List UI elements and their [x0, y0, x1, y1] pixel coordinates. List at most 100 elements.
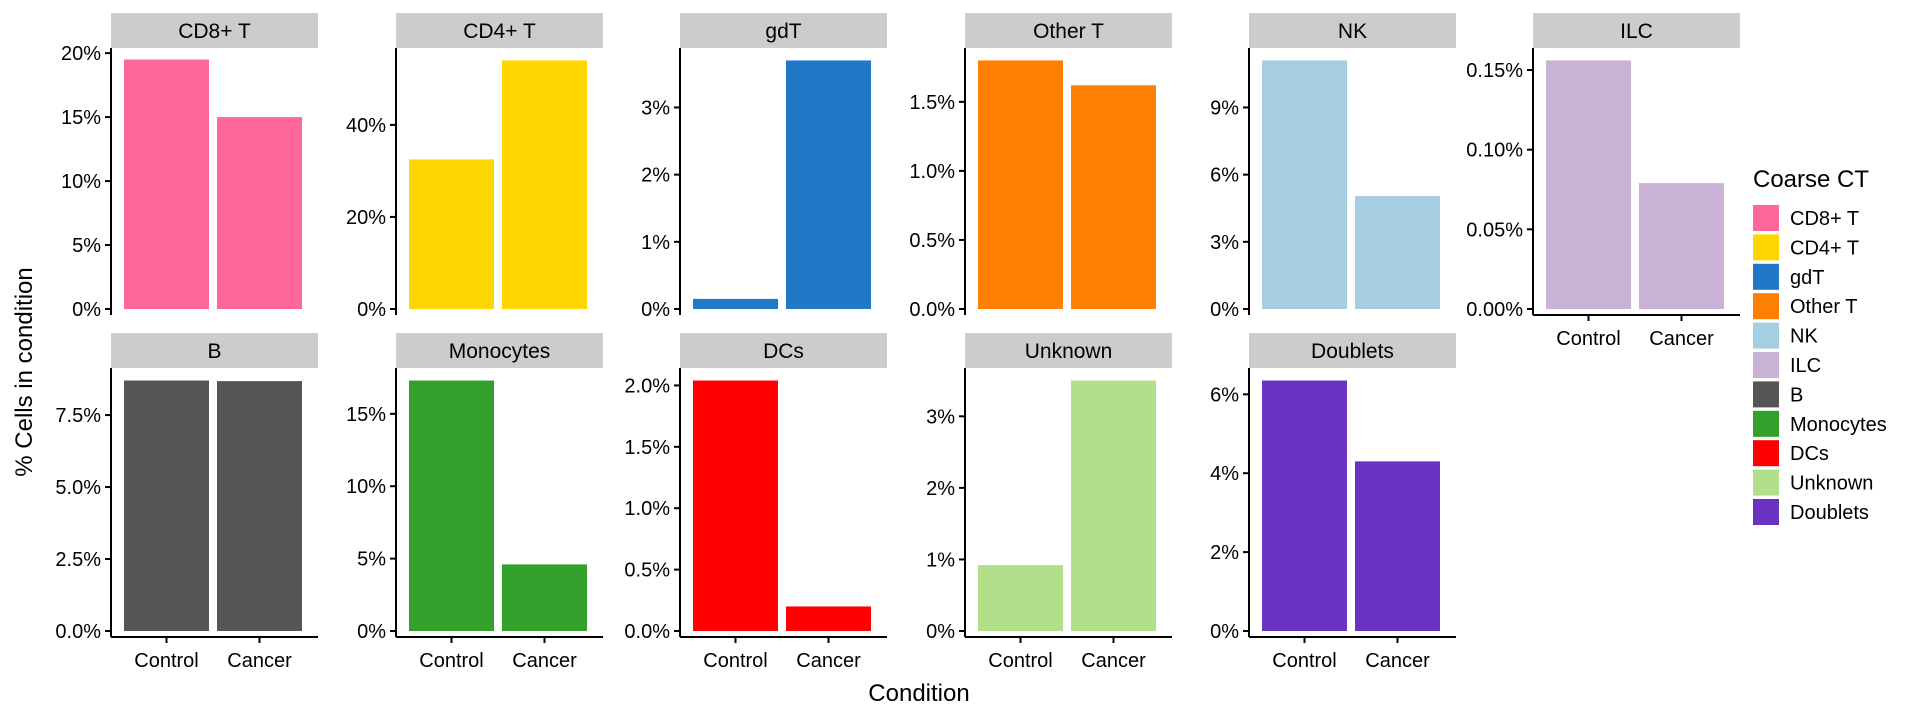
- y-tick-label-monocytes: 10%: [346, 476, 386, 498]
- strip-label-doublets: Doublets: [1311, 340, 1394, 363]
- y-tick-label-ilc: 0.00%: [1466, 299, 1523, 321]
- y-tick-label-other-t: 1.5%: [909, 92, 955, 114]
- y-tick-label-gdt: 1%: [641, 232, 670, 254]
- y-tick-label-doublets: 4%: [1210, 463, 1239, 485]
- panel-dcs: DCs 0.0% 0.5% 1.0% 1.5% 2.0% Control Cancer: [624, 333, 887, 672]
- x-tick-label-unknown-cancer: Cancer: [1081, 650, 1146, 672]
- legend-key-other-t: [1753, 293, 1779, 320]
- legend-label-dcs: DCs: [1790, 443, 1829, 465]
- y-tick-label-unknown: 2%: [926, 478, 955, 500]
- y-tick-label-doublets: 2%: [1210, 542, 1239, 564]
- strip-cd8plus-t: [111, 13, 318, 48]
- x-tick-label-dcs-cancer: Cancer: [796, 650, 861, 672]
- y-tick-label-monocytes: 5%: [357, 549, 386, 571]
- strip-doublets: [1249, 333, 1456, 368]
- y-tick-label-nk: 3%: [1210, 232, 1239, 254]
- y-tick-label-other-t: 1.0%: [909, 161, 955, 183]
- legend: CD8+ T CD4+ T gdT Other T NK ILC B Monocytes DCs…: [1753, 205, 1887, 525]
- y-tick-label-b: 5.0%: [55, 477, 101, 499]
- strip-b: [111, 333, 318, 368]
- bar-unknown-control: [978, 565, 1063, 631]
- y-axis-title: % Cells in condition: [11, 267, 38, 476]
- legend-label-b: B: [1790, 384, 1803, 406]
- y-tick-label-nk: 9%: [1210, 97, 1239, 119]
- x-tick-label-ilc-control: Control: [1556, 328, 1620, 350]
- bar-cd8plus-t-control: [124, 59, 209, 309]
- y-tick-label-other-t: 0.0%: [909, 299, 955, 321]
- y-tick-label-cd8plus-t: 5%: [72, 235, 101, 257]
- x-tick-label-doublets-control: Control: [1272, 650, 1336, 672]
- y-tick-label-doublets: 6%: [1210, 384, 1239, 406]
- y-tick-label-nk: 6%: [1210, 165, 1239, 187]
- panel-nk: NK 0% 3% 6% 9%: [1210, 13, 1456, 321]
- bar-dcs-control: [693, 380, 778, 631]
- legend-item-nk: NK: [1753, 322, 1818, 349]
- legend-label-monocytes: Monocytes: [1790, 414, 1887, 436]
- bar-monocytes-cancer: [502, 564, 587, 631]
- x-tick-label-b-control: Control: [134, 650, 198, 672]
- x-tick-label-ilc-cancer: Cancer: [1649, 328, 1714, 350]
- y-tick-label-gdt: 3%: [641, 97, 670, 119]
- x-tick-label-b-cancer: Cancer: [227, 650, 292, 672]
- legend-label-unknown: Unknown: [1790, 473, 1873, 495]
- strip-monocytes: [396, 333, 603, 368]
- panel-gdt: gdT 0% 1% 2% 3%: [641, 13, 887, 321]
- legend-item-other-t: Other T: [1753, 293, 1857, 320]
- legend-label-doublets: Doublets: [1790, 502, 1869, 524]
- legend-key-cd8plus-t: [1753, 205, 1779, 231]
- legend-key-monocytes: [1753, 410, 1779, 437]
- legend-item-dcs: DCs: [1753, 440, 1829, 467]
- y-tick-label-b: 2.5%: [55, 549, 101, 571]
- bar-unknown-cancer: [1071, 380, 1156, 631]
- strip-label-gdt: gdT: [765, 20, 801, 43]
- panel-cd8plus-t: CD8+ T 0% 5% 10% 15% 20%: [61, 13, 318, 321]
- y-tick-label-dcs: 1.5%: [624, 437, 670, 459]
- y-tick-label-dcs: 0.5%: [624, 560, 670, 582]
- y-tick-label-dcs: 0.0%: [624, 621, 670, 643]
- strip-label-unknown: Unknown: [1025, 340, 1113, 363]
- strip-label-dcs: DCs: [763, 340, 804, 363]
- legend-item-monocytes: Monocytes: [1753, 410, 1887, 437]
- panel-b: B 0.0% 2.5% 5.0% 7.5% Control Cancer: [55, 333, 318, 672]
- panel-cd4plus-t: CD4+ T 0% 20% 40%: [346, 13, 603, 321]
- bar-b-control: [124, 380, 209, 631]
- strip-label-monocytes: Monocytes: [449, 340, 551, 363]
- legend-item-doublets: Doublets: [1753, 499, 1869, 525]
- facet-panels: CD8+ T 0% 5% 10% 15% 20% CD4+ T 0% 20% 40% gdT 0% 1%…: [55, 13, 1740, 672]
- y-tick-label-nk: 0%: [1210, 299, 1239, 321]
- y-tick-label-cd8plus-t: 0%: [72, 299, 101, 321]
- y-tick-label-monocytes: 15%: [346, 404, 386, 426]
- legend-item-cd8plus-t: CD8+ T: [1753, 205, 1859, 231]
- y-tick-label-doublets: 0%: [1210, 621, 1239, 643]
- legend-label-gdt: gdT: [1790, 267, 1824, 289]
- bar-cd4plus-t-cancer: [502, 60, 587, 309]
- x-tick-label-doublets-cancer: Cancer: [1365, 650, 1430, 672]
- y-tick-label-unknown: 1%: [926, 549, 955, 571]
- strip-dcs: [680, 333, 887, 368]
- legend-key-gdt: [1753, 263, 1779, 290]
- y-tick-label-b: 7.5%: [55, 405, 101, 427]
- bar-other-t-cancer: [1071, 85, 1156, 310]
- legend-item-ilc: ILC: [1753, 352, 1821, 378]
- y-tick-label-other-t: 0.5%: [909, 230, 955, 252]
- y-tick-label-cd8plus-t: 15%: [61, 107, 101, 129]
- strip-label-cd8plus-t: CD8+ T: [178, 20, 251, 43]
- y-tick-label-cd8plus-t: 20%: [61, 43, 101, 65]
- legend-label-nk: NK: [1790, 326, 1818, 348]
- x-axis-title: Condition: [868, 680, 969, 707]
- y-tick-label-ilc: 0.10%: [1466, 140, 1523, 162]
- y-tick-label-b: 0.0%: [55, 621, 101, 643]
- x-tick-label-monocytes-cancer: Cancer: [512, 650, 577, 672]
- x-tick-label-dcs-control: Control: [703, 650, 767, 672]
- panel-doublets: Doublets 0% 2% 4% 6% Control Cancer: [1210, 333, 1456, 672]
- y-tick-label-gdt: 2%: [641, 165, 670, 187]
- legend-item-gdt: gdT: [1753, 263, 1824, 290]
- y-tick-label-cd4plus-t: 40%: [346, 115, 386, 137]
- bar-ilc-control: [1546, 60, 1631, 309]
- bar-doublets-control: [1262, 380, 1347, 631]
- y-tick-label-cd4plus-t: 0%: [357, 299, 386, 321]
- y-tick-label-cd4plus-t: 20%: [346, 207, 386, 229]
- bar-gdt-control: [693, 298, 778, 309]
- panel-other-t: Other T 0.0% 0.5% 1.0% 1.5%: [909, 13, 1172, 321]
